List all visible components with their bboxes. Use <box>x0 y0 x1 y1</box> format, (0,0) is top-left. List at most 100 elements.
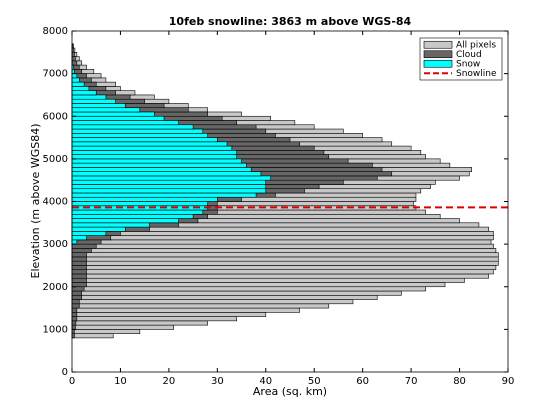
bar <box>71 179 267 185</box>
legend-label: Snowline <box>456 69 497 79</box>
bar <box>71 303 330 309</box>
bar <box>71 277 465 283</box>
bar <box>71 235 87 241</box>
bar <box>71 115 165 121</box>
bar <box>71 243 494 249</box>
bar <box>71 333 114 339</box>
bar <box>71 316 238 322</box>
bar <box>71 303 80 309</box>
x-tick-label: 80 <box>453 376 466 387</box>
bar <box>71 94 107 100</box>
bar <box>71 124 194 130</box>
bar <box>71 290 82 296</box>
bar <box>71 90 97 96</box>
legend-label: All pixels <box>456 40 496 50</box>
bar <box>71 73 78 79</box>
x-tick-label: 20 <box>163 376 176 387</box>
y-tick-label: 3000 <box>43 239 68 250</box>
bar <box>71 167 252 172</box>
y-tick-label: 8000 <box>43 26 68 37</box>
y-tick-label: 7000 <box>43 69 68 80</box>
bar <box>71 329 141 334</box>
bar <box>71 324 175 330</box>
bar <box>71 158 242 164</box>
bar <box>71 294 82 300</box>
bar <box>71 154 238 160</box>
chart-title: 10feb snowline: 3863 m above WGS-84 <box>169 15 412 28</box>
x-tick-label: 30 <box>211 376 224 387</box>
bar <box>71 56 76 62</box>
bar <box>71 307 300 313</box>
x-tick-label: 90 <box>502 376 515 387</box>
legend-label: Snow <box>456 59 480 69</box>
bar <box>71 145 233 151</box>
bar <box>71 265 87 270</box>
bar <box>71 260 87 266</box>
bar <box>71 222 150 228</box>
bar <box>71 218 179 224</box>
bar <box>71 299 80 305</box>
bar <box>71 188 267 194</box>
x-tick-label: 50 <box>308 376 321 387</box>
bar <box>71 265 497 270</box>
bar <box>71 286 85 292</box>
bar <box>71 192 257 198</box>
x-tick-label: 60 <box>356 376 369 387</box>
bar <box>71 269 494 275</box>
bar <box>71 60 78 66</box>
bar <box>71 260 499 266</box>
legend-swatch <box>423 50 453 59</box>
bar <box>71 256 87 262</box>
bar <box>71 252 499 258</box>
bar <box>71 226 126 232</box>
bar <box>71 243 97 249</box>
bar <box>71 320 77 326</box>
bar <box>71 98 116 104</box>
bar <box>71 128 204 134</box>
bar <box>71 277 87 283</box>
bar <box>71 316 78 322</box>
bar <box>71 231 107 236</box>
bar <box>71 213 194 219</box>
bar <box>71 175 271 181</box>
bar <box>71 120 179 126</box>
bar <box>71 269 87 275</box>
bar <box>71 273 87 279</box>
x-tick-label: 0 <box>69 376 75 387</box>
y-tick-label: 4000 <box>43 197 68 208</box>
bar <box>71 103 126 109</box>
bar <box>71 137 218 143</box>
bar <box>71 201 208 207</box>
bar <box>71 184 267 190</box>
bar <box>71 150 238 155</box>
bar <box>71 162 247 168</box>
bar <box>71 299 354 305</box>
x-axis-label: Area (sq. km) <box>253 385 327 398</box>
bar <box>71 209 204 215</box>
bar <box>71 111 155 117</box>
bar <box>71 235 494 241</box>
bar <box>71 107 141 113</box>
bar <box>71 312 267 317</box>
bar <box>71 248 497 253</box>
bar <box>71 81 85 87</box>
legend-swatch <box>423 59 453 68</box>
bar <box>71 282 87 288</box>
bar <box>71 324 76 330</box>
bar <box>71 282 446 288</box>
bar <box>71 141 228 147</box>
bar <box>71 286 426 292</box>
bar <box>71 248 92 253</box>
bar <box>71 312 78 317</box>
bar <box>71 231 494 236</box>
bar <box>71 290 402 296</box>
y-tick-label: 5000 <box>43 154 68 165</box>
bar <box>71 86 90 91</box>
y-tick-label: 0 <box>62 367 68 378</box>
y-tick-label: 2000 <box>43 282 68 293</box>
bar <box>71 196 218 202</box>
bar <box>71 273 489 279</box>
bar <box>71 239 78 245</box>
